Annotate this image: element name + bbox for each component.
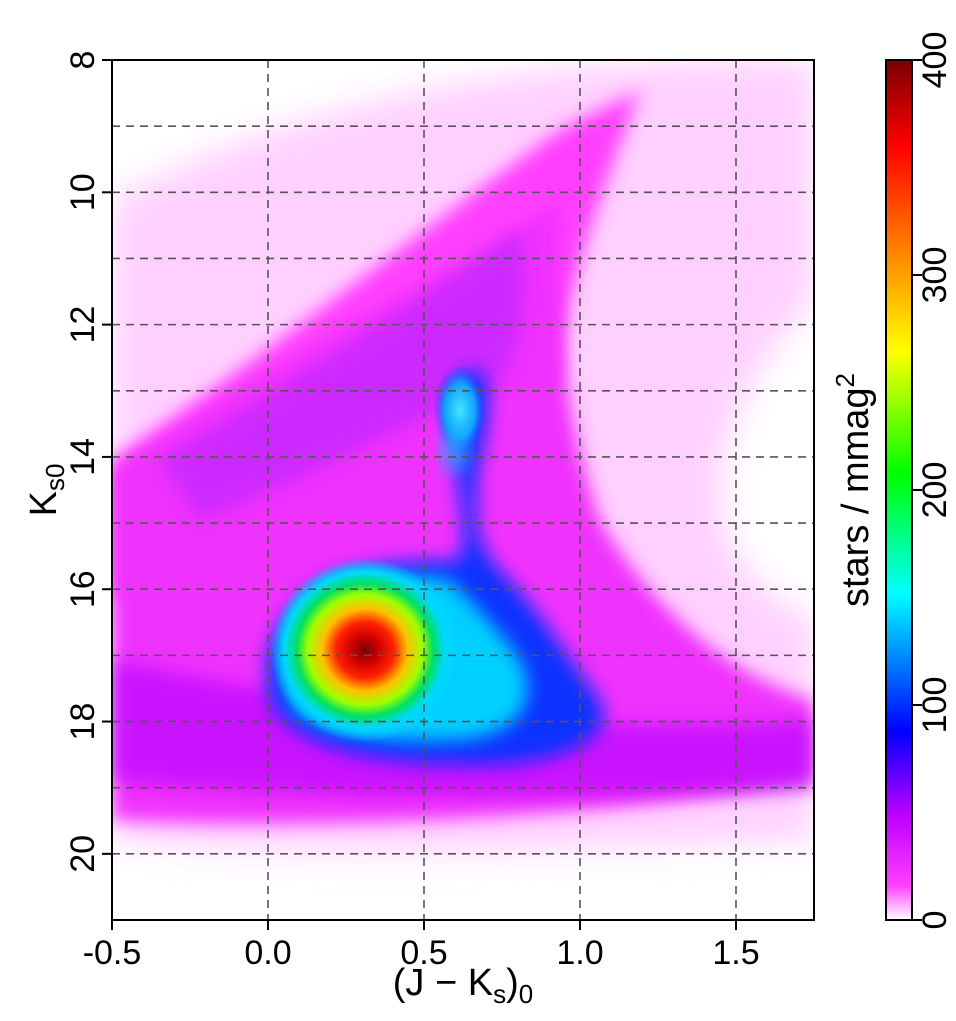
x-tick-label: 1.5 bbox=[712, 934, 759, 972]
y-tick-label: 12 bbox=[64, 306, 102, 344]
x-tick-label: 0.5 bbox=[400, 934, 447, 972]
colorbar bbox=[886, 60, 912, 920]
colorbar-tick-label: 0 bbox=[916, 911, 954, 930]
colorbar-tick-label: 100 bbox=[916, 677, 954, 734]
y-tick-label: 20 bbox=[64, 835, 102, 873]
y-tick-label: 8 bbox=[64, 51, 102, 70]
colorbar-tick-label: 300 bbox=[916, 247, 954, 304]
density-heatmap bbox=[112, 60, 814, 920]
colorbar-label: stars / mmag2 bbox=[830, 373, 877, 607]
colorbar-axis: 0 100 200 300 400 bbox=[912, 32, 954, 930]
x-axis: -0.5 0.0 0.5 1.0 1.5 bbox=[83, 920, 760, 972]
y-tick-label: 14 bbox=[64, 438, 102, 476]
x-tick-label: -0.5 bbox=[83, 934, 142, 972]
x-axis-label: (J − Ks)0 bbox=[393, 962, 533, 1009]
y-axis: 8 10 12 14 16 18 20 bbox=[64, 51, 112, 873]
plot-frame bbox=[111, 59, 815, 921]
colorbar-tick-label: 200 bbox=[916, 462, 954, 519]
colorbar-tick-label: 400 bbox=[916, 32, 954, 89]
y-tick-label: 18 bbox=[64, 703, 102, 741]
x-tick-label: 0.0 bbox=[244, 934, 291, 972]
y-tick-label: 10 bbox=[64, 173, 102, 211]
x-tick-label: 1.0 bbox=[556, 934, 603, 972]
y-axis-label: Ks0 bbox=[23, 464, 70, 517]
y-tick-label: 16 bbox=[64, 570, 102, 608]
grid bbox=[112, 59, 814, 920]
